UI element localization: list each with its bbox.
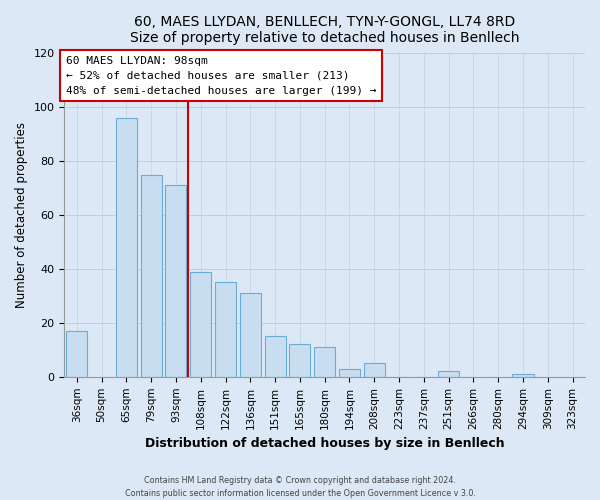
Bar: [364, 364, 385, 377]
Bar: [66, 331, 88, 377]
Bar: [438, 372, 459, 377]
Bar: [166, 186, 187, 377]
Bar: [140, 174, 162, 377]
Bar: [265, 336, 286, 377]
Bar: [116, 118, 137, 377]
Bar: [314, 347, 335, 377]
Bar: [289, 344, 310, 377]
Text: Contains HM Land Registry data © Crown copyright and database right 2024.
Contai: Contains HM Land Registry data © Crown c…: [125, 476, 475, 498]
Title: 60, MAES LLYDAN, BENLLECH, TYN-Y-GONGL, LL74 8RD
Size of property relative to de: 60, MAES LLYDAN, BENLLECH, TYN-Y-GONGL, …: [130, 15, 520, 45]
Bar: [339, 368, 360, 377]
X-axis label: Distribution of detached houses by size in Benllech: Distribution of detached houses by size …: [145, 437, 505, 450]
Bar: [215, 282, 236, 377]
Bar: [240, 293, 261, 377]
Text: 60 MAES LLYDAN: 98sqm
← 52% of detached houses are smaller (213)
48% of semi-det: 60 MAES LLYDAN: 98sqm ← 52% of detached …: [65, 56, 376, 96]
Bar: [190, 272, 211, 377]
Y-axis label: Number of detached properties: Number of detached properties: [15, 122, 28, 308]
Bar: [512, 374, 533, 377]
